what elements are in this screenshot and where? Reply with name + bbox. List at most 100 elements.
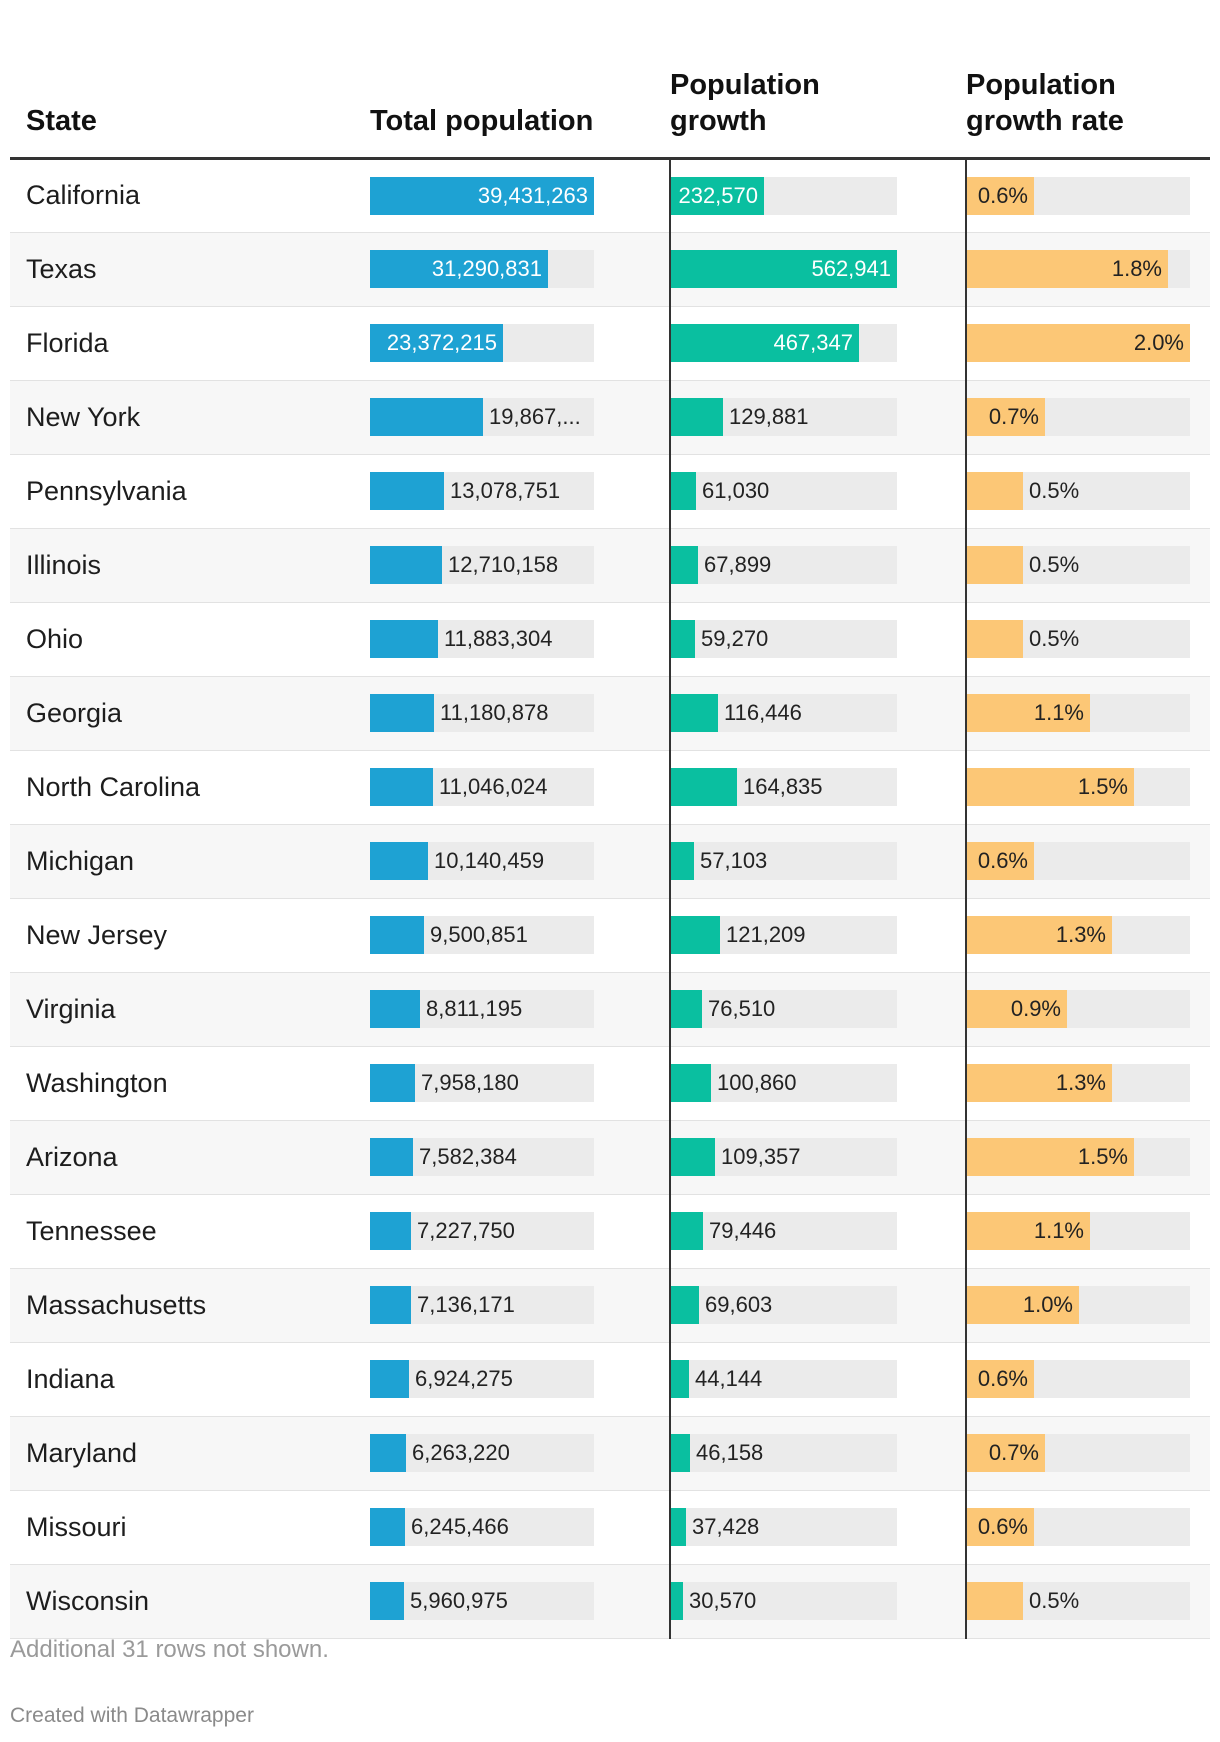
rate-bar-track: 1.5%	[967, 768, 1190, 806]
growth-bar-track: 100,860	[671, 1064, 897, 1102]
growth-bar	[671, 768, 737, 806]
rate-bar	[967, 1064, 1112, 1102]
total-cell: 11,180,878	[354, 676, 670, 750]
rate-bar	[967, 768, 1134, 806]
rate-cell: 2.0%	[965, 306, 1210, 380]
total-bar-track: 6,245,466	[370, 1508, 594, 1546]
growth-value-label: 59,270	[701, 626, 769, 651]
growth-cell: 46,158	[669, 1416, 966, 1490]
total-bar	[370, 324, 503, 362]
growth-cell: 129,881	[669, 380, 966, 454]
total-value-label: 11,883,304	[444, 626, 553, 651]
growth-bar-track: 121,209	[671, 916, 897, 954]
total-value-label: 19,867,...	[489, 404, 581, 429]
total-value-label: 6,245,466	[411, 1514, 509, 1539]
state-name: Washington	[26, 1067, 168, 1098]
rate-cell: 1.1%	[965, 676, 1210, 750]
table-row[interactable]: Michigan 10,140,459 57,103 0.6%	[10, 824, 1210, 898]
rate-bar	[967, 472, 1023, 510]
total-bar-track: 19,867,...	[370, 398, 594, 436]
table-row[interactable]: Arizona 7,582,384 109,357 1.5%	[10, 1120, 1210, 1194]
table-row[interactable]: Massachusetts 7,136,171 69,603 1.0%	[10, 1268, 1210, 1342]
table-row[interactable]: New York 19,867,... 129,881 0.7%	[10, 380, 1210, 454]
total-cell: 8,811,195	[354, 972, 670, 1046]
state-name: North Carolina	[26, 771, 201, 802]
table-row[interactable]: New Jersey 9,500,851 121,209 1.3%	[10, 898, 1210, 972]
growth-bar	[671, 546, 698, 584]
total-bar-track: 13,078,751	[370, 472, 594, 510]
rate-bar	[967, 916, 1112, 954]
total-bar	[370, 1508, 405, 1546]
growth-cell: 121,209	[669, 898, 966, 972]
total-cell: 7,136,171	[354, 1268, 670, 1342]
growth-cell: 562,941	[669, 232, 966, 306]
total-value-label: 13,078,751	[450, 478, 561, 503]
total-bar-track: 10,140,459	[370, 842, 594, 880]
growth-cell: 44,144	[669, 1342, 966, 1416]
rate-bar	[967, 842, 1034, 880]
table-row[interactable]: Texas 31,290,831 562,941 1.8%	[10, 232, 1210, 306]
table-row[interactable]: Missouri 6,245,466 37,428 0.6%	[10, 1490, 1210, 1564]
header-population-growth-rate[interactable]: Population growth rate	[966, 40, 1210, 160]
table-row[interactable]: Florida 23,372,215 467,347 2.0%	[10, 306, 1210, 380]
rate-value-label: 1.5%	[1077, 774, 1128, 799]
table-row[interactable]: Ohio 11,883,304 59,270 0.5%	[10, 602, 1210, 676]
rate-value-label: 0.7%	[988, 404, 1039, 429]
table-row[interactable]: Washington 7,958,180 100,860 1.3%	[10, 1046, 1210, 1120]
rate-cell: 1.5%	[965, 750, 1210, 824]
table-row[interactable]: California 39,431,263 232,570 0.6%	[10, 158, 1210, 232]
table-row[interactable]: Wisconsin 5,960,975 30,570 0.5%	[10, 1564, 1210, 1638]
rate-bar-track: 1.3%	[967, 1064, 1190, 1102]
growth-bar-track: 30,570	[671, 1582, 897, 1620]
rate-cell: 0.6%	[965, 1490, 1210, 1564]
total-cell: 39,431,263	[354, 158, 670, 232]
total-bar-track: 11,180,878	[370, 694, 594, 732]
table-row[interactable]: Indiana 6,924,275 44,144 0.6%	[10, 1342, 1210, 1416]
table-row[interactable]: Georgia 11,180,878 116,446 1.1%	[10, 676, 1210, 750]
table-row[interactable]: North Carolina 11,046,024 164,835 1.5%	[10, 750, 1210, 824]
growth-cell: 109,357	[669, 1120, 966, 1194]
rate-cell: 0.9%	[965, 972, 1210, 1046]
total-cell: 12,710,158	[354, 528, 670, 602]
growth-cell: 69,603	[669, 1268, 966, 1342]
growth-bar	[671, 1212, 703, 1250]
rate-bar-track: 0.5%	[967, 546, 1190, 584]
total-cell: 11,883,304	[354, 602, 670, 676]
total-bar	[370, 472, 444, 510]
growth-value-label: 109,357	[721, 1144, 801, 1169]
state-name: Indiana	[26, 1363, 115, 1394]
rate-value-label: 1.1%	[1033, 700, 1084, 725]
header-population-growth[interactable]: Population growth	[670, 40, 966, 160]
header-state[interactable]: State	[10, 40, 354, 160]
total-bar-track: 6,924,275	[370, 1360, 594, 1398]
table-row[interactable]: Illinois 12,710,158 67,899 0.5%	[10, 528, 1210, 602]
rate-cell: 1.3%	[965, 898, 1210, 972]
header-total-population[interactable]: Total population	[354, 40, 670, 160]
growth-cell: 59,270	[669, 602, 966, 676]
rate-bar	[967, 546, 1023, 584]
growth-bar	[671, 176, 764, 215]
growth-value-label: 67,899	[704, 552, 772, 577]
growth-value-label: 46,158	[696, 1440, 764, 1465]
total-bar	[370, 1434, 406, 1472]
rate-value-label: 0.6%	[977, 182, 1028, 208]
table-row[interactable]: Virginia 8,811,195 76,510 0.9%	[10, 972, 1210, 1046]
growth-bar	[671, 990, 702, 1028]
growth-bar-track: 467,347	[671, 324, 897, 362]
growth-value-label: 116,446	[724, 700, 802, 725]
state-name: Florida	[26, 327, 109, 358]
growth-cell: 116,446	[669, 676, 966, 750]
rate-value-label: 2.0%	[1133, 330, 1184, 355]
growth-bar	[671, 1064, 711, 1102]
total-cell: 9,500,851	[354, 898, 670, 972]
table-row[interactable]: Tennessee 7,227,750 79,446 1.1%	[10, 1194, 1210, 1268]
growth-bar	[671, 1138, 715, 1176]
growth-bar	[671, 472, 696, 510]
growth-cell: 30,570	[669, 1564, 966, 1638]
total-bar	[370, 620, 438, 658]
growth-cell: 57,103	[669, 824, 966, 898]
table-row[interactable]: Maryland 6,263,220 46,158 0.7%	[10, 1416, 1210, 1490]
table-row[interactable]: Pennsylvania 13,078,751 61,030 0.5%	[10, 454, 1210, 528]
rate-bar	[967, 176, 1034, 215]
total-bar-track: 5,960,975	[370, 1582, 594, 1620]
